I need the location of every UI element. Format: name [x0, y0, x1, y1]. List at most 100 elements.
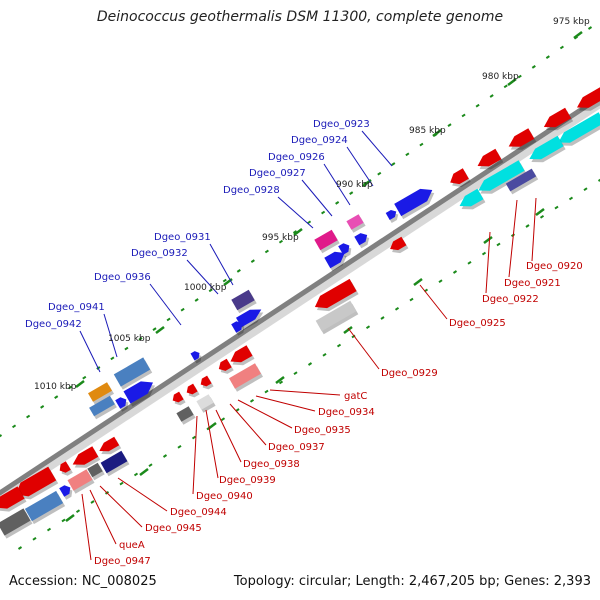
- forward-gene: [236, 309, 264, 331]
- outer-tick-dot: [110, 356, 115, 361]
- gray-gene-body: [87, 462, 103, 478]
- forward-gene-0926-body: [346, 214, 364, 230]
- outer-tick-dot: [166, 317, 171, 322]
- gray-gene-body: [196, 394, 214, 410]
- outer-tick-dot: [349, 191, 354, 195]
- outer-tick-dot: [208, 288, 213, 293]
- reverse-gene-body: [200, 375, 212, 387]
- leader-line: [117, 477, 168, 512]
- outer-tick-dot: [321, 210, 326, 215]
- outer-tick-dot: [503, 84, 508, 89]
- forward-gene: [385, 210, 399, 223]
- major-tick: [155, 326, 165, 334]
- gene-label-top: Dgeo_0941: [48, 302, 105, 313]
- forward-gene: [113, 357, 153, 390]
- reverse-gene: [200, 375, 214, 390]
- reverse-gene: [477, 148, 504, 170]
- forward-gene-0941-body: [88, 382, 112, 402]
- gray-gene-body: [176, 406, 194, 422]
- tick-label: 975 kbp: [553, 17, 590, 27]
- inner-tick-dot: [380, 316, 385, 320]
- gene-label-bottom: Dgeo_0920: [526, 261, 583, 272]
- outer-tick-dot: [138, 337, 143, 341]
- gene-label-top: Dgeo_0928: [223, 185, 280, 196]
- genome-summary: Topology: circular; Length: 2,467,205 bp…: [233, 574, 591, 589]
- tick-label: 990 kbp: [336, 180, 373, 190]
- forward-gene-body: [236, 309, 262, 328]
- tick-marks: [0, 26, 600, 550]
- leader-line: [149, 283, 182, 326]
- forward-gene-0921: [505, 168, 539, 195]
- outer-tick-dot: [194, 298, 199, 302]
- leader-line: [361, 130, 393, 167]
- major-tick: [293, 228, 303, 236]
- gene-label-bottom: queA: [119, 540, 145, 551]
- reverse-gene: [15, 466, 59, 500]
- gene-label-top: Dgeo_0931: [154, 232, 211, 243]
- outer-tick-dot: [236, 269, 241, 273]
- forward-gene-0927-body: [314, 229, 338, 251]
- gray-gene: [196, 394, 216, 413]
- reverse-gene-0925: [390, 236, 409, 254]
- leader-line: [215, 409, 242, 463]
- backbone-line: [0, 94, 600, 496]
- outer-tick-dot: [545, 55, 550, 59]
- reverse-gene: [186, 383, 200, 398]
- map-title: Deinococcus geothermalis DSM 11300, comp…: [96, 9, 504, 25]
- gene-label-bottom: Dgeo_0922: [482, 294, 539, 305]
- inner-tick-dot: [90, 500, 95, 504]
- inner-tick-dot: [322, 352, 327, 357]
- reverse-gene-0925-body: [390, 236, 407, 251]
- tick-label: 1010 kbp: [34, 382, 77, 392]
- tick-label: 995 kbp: [262, 233, 299, 243]
- forward-gene-body: [100, 450, 128, 474]
- outer-tick-dot: [587, 26, 593, 30]
- inner-tick-dot: [539, 214, 545, 219]
- forward-gene-body: [113, 357, 151, 387]
- forward-gene-0936-body: [190, 351, 200, 361]
- leader-line: [186, 259, 219, 295]
- inner-tick-dot: [496, 242, 501, 247]
- outer-tick-dot: [405, 152, 410, 157]
- forward-gene-body: [59, 485, 71, 497]
- outer-tick-dot: [68, 385, 73, 390]
- forward-gene: [59, 485, 73, 500]
- inner-tick-dot: [148, 463, 153, 468]
- reverse-gene-body: [99, 436, 120, 452]
- leader-line: [81, 493, 92, 561]
- gene-labels: Dgeo_0923 Dgeo_0924 Dgeo_0926 Dgeo_0927 Dgeo…: [25, 119, 583, 567]
- reverse-gene: [543, 107, 574, 131]
- leader-line: [323, 163, 351, 206]
- reverse-gene-body: [508, 128, 535, 147]
- inner-tick-dot: [133, 472, 139, 477]
- leader-line: [347, 327, 380, 370]
- forward-gene-0936: [190, 351, 202, 364]
- leader-line: [237, 399, 293, 429]
- tick-label: 1005 kbp: [108, 334, 151, 344]
- forward-gene-body: [231, 321, 243, 333]
- gene-features: [0, 87, 600, 539]
- gray-gene: [315, 300, 359, 335]
- reverse-gene-0929-body: [314, 278, 357, 309]
- inner-tick-dot: [278, 380, 284, 385]
- gene-label-top: Dgeo_0926: [268, 152, 325, 163]
- reverse-gene-body: [59, 461, 71, 473]
- forward-gene-body: [385, 210, 397, 220]
- gray-gene: [0, 508, 33, 539]
- gene-label-top: Dgeo_0932: [131, 248, 188, 259]
- rna-gene: [478, 160, 527, 194]
- forward-gene-0921-body: [505, 168, 537, 192]
- outer-tick-dot: [26, 414, 31, 419]
- gene-label-top: Dgeo_0923: [313, 119, 370, 130]
- inner-tick-dot: [249, 398, 255, 403]
- forward-gene-0931: [231, 289, 257, 314]
- forward-gene-body: [89, 395, 115, 417]
- gene-label-top: Dgeo_0942: [25, 319, 82, 330]
- outer-tick-dot: [250, 259, 255, 263]
- reverse-gene-body: [0, 486, 25, 509]
- gray-gene: [176, 406, 196, 425]
- leader-line: [269, 389, 341, 396]
- reverse-gene-body: [450, 168, 469, 185]
- tick-label: 980 kbp: [482, 72, 519, 82]
- forward-gene: [394, 188, 435, 220]
